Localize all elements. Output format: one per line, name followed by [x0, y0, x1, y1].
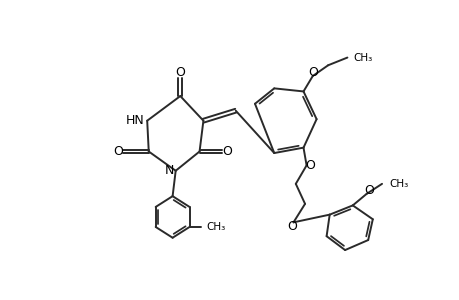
- Text: CH₃: CH₃: [389, 179, 408, 189]
- Text: O: O: [113, 145, 123, 158]
- Text: O: O: [305, 159, 315, 172]
- Text: CH₃: CH₃: [206, 222, 225, 232]
- Text: N: N: [164, 164, 174, 177]
- Text: O: O: [307, 66, 317, 79]
- Text: O: O: [363, 184, 373, 196]
- Text: O: O: [222, 145, 232, 158]
- Text: HN: HN: [126, 114, 145, 127]
- Text: CH₃: CH₃: [353, 52, 372, 63]
- Text: O: O: [175, 67, 185, 80]
- Text: O: O: [286, 220, 296, 233]
